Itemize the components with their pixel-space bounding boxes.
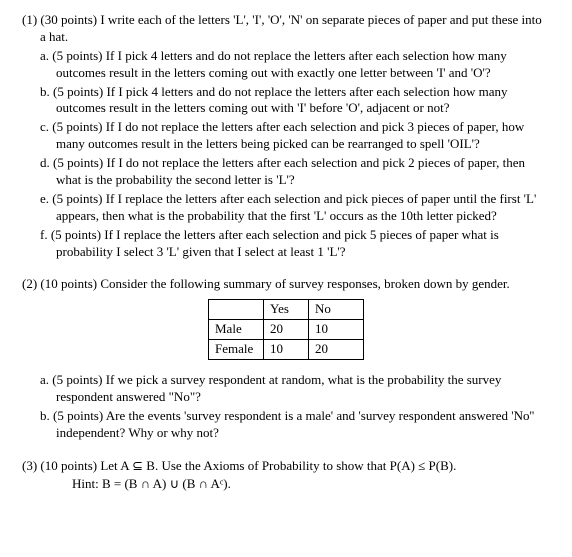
table-cell: Male [209,320,264,340]
q1-e: e. (5 points) If I replace the letters a… [22,191,550,225]
q2-intro: (2) (10 points) Consider the following s… [22,276,550,293]
q2-b: b. (5 points) Are the events 'survey res… [22,408,550,442]
table-cell: 20 [264,320,309,340]
table-cell: Yes [264,300,309,320]
question-1: (1) (30 points) I write each of the lett… [22,12,550,260]
q1-header: (1) (30 points) I write each of the lett… [22,12,550,46]
survey-table: Yes No Male 20 10 Female 10 20 [208,299,364,360]
table-header-row: Yes No [209,300,364,320]
q1-d: d. (5 points) If I do not replace the le… [22,155,550,189]
table-cell: 10 [309,320,364,340]
q3-hint: Hint: B = (B ∩ A) ∪ (B ∩ Aᶜ). [22,476,550,493]
q3-header: (3) (10 points) Let A ⊆ B. Use the Axiom… [22,458,550,475]
question-2: (2) (10 points) Consider the following s… [22,276,550,441]
question-3: (3) (10 points) Let A ⊆ B. Use the Axiom… [22,458,550,494]
table-cell: 20 [309,340,364,360]
table-cell: 10 [264,340,309,360]
table-row: Female 10 20 [209,340,364,360]
table-cell: No [309,300,364,320]
table-cell: Female [209,340,264,360]
q2-a: a. (5 points) If we pick a survey respon… [22,372,550,406]
table-cell [209,300,264,320]
q1-b: b. (5 points) If I pick 4 letters and do… [22,84,550,118]
q1-f: f. (5 points) If I replace the letters a… [22,227,550,261]
q1-c: c. (5 points) If I do not replace the le… [22,119,550,153]
q1-a: a. (5 points) If I pick 4 letters and do… [22,48,550,82]
table-row: Male 20 10 [209,320,364,340]
